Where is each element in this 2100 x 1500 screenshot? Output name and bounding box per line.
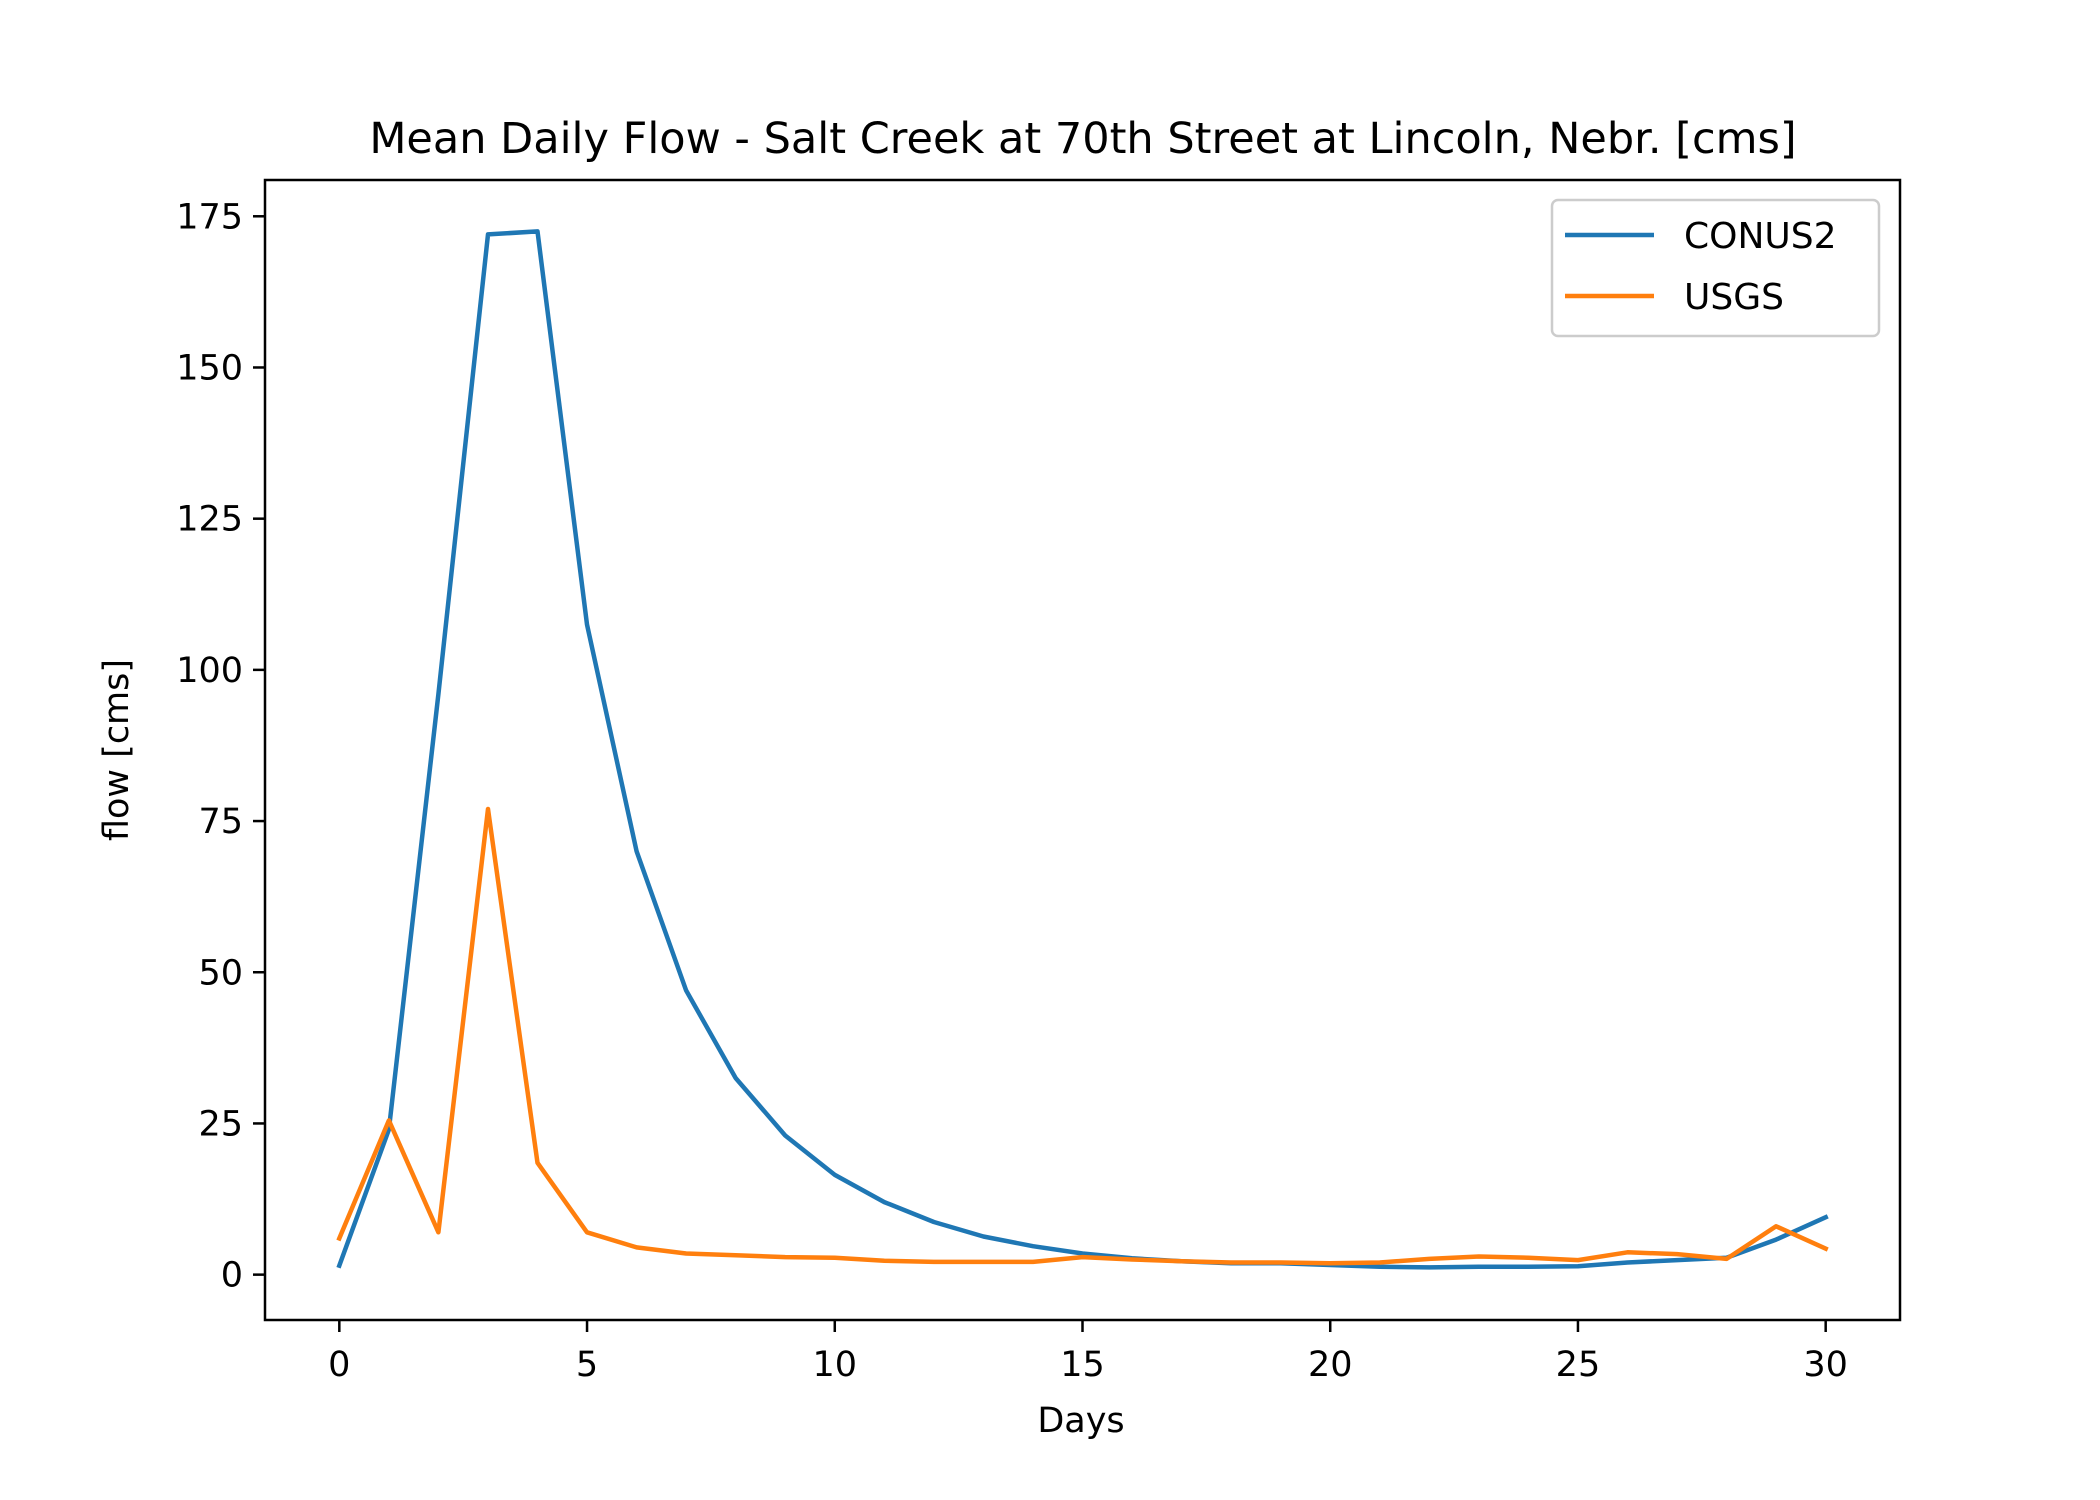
- x-tick-label: 30: [1803, 1345, 1848, 1385]
- y-tick-label: 25: [198, 1104, 243, 1144]
- legend: CONUS2 USGS: [1550, 198, 1881, 338]
- x-tick-label: 5: [576, 1345, 598, 1385]
- y-tick-label: 50: [198, 953, 243, 993]
- legend-label-usgs: USGS: [1684, 277, 1784, 318]
- chart-title: Mean Daily Flow - Salt Creek at 70th Str…: [369, 114, 1796, 164]
- series-line-usgs: [336, 806, 1829, 1266]
- y-tick-label: 0: [221, 1256, 243, 1296]
- y-tick-label: 125: [176, 500, 243, 540]
- x-tick-label: 0: [328, 1345, 350, 1385]
- y-tick-label: 100: [176, 651, 243, 691]
- y-tick-label: 75: [198, 802, 243, 842]
- series-layer: [336, 229, 1829, 1270]
- x-axis-label: Days: [1037, 1401, 1124, 1441]
- x-tick-label: 10: [812, 1345, 857, 1385]
- x-tick-label: 15: [1060, 1345, 1105, 1385]
- x-axis: 0 5 10 15 20 25 30: [328, 1320, 1848, 1385]
- y-tick-label: 175: [176, 197, 243, 237]
- y-tick-label: 150: [176, 348, 243, 388]
- legend-label-conus2: CONUS2: [1684, 216, 1837, 257]
- y-axis-label: flow [cms]: [97, 659, 137, 841]
- x-tick-label: 20: [1308, 1345, 1353, 1385]
- series-line-conus2: [336, 229, 1829, 1270]
- y-axis: 0 25 50 75 100 125 150 175: [176, 197, 265, 1296]
- x-tick-label: 25: [1556, 1345, 1601, 1385]
